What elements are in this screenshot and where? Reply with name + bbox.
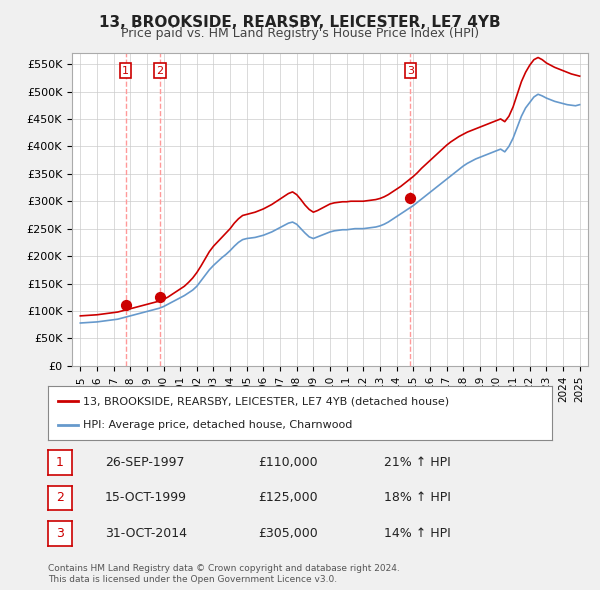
Text: 2: 2 bbox=[56, 491, 64, 504]
Text: HPI: Average price, detached house, Charnwood: HPI: Average price, detached house, Char… bbox=[83, 419, 353, 430]
Text: 31-OCT-2014: 31-OCT-2014 bbox=[105, 527, 187, 540]
Point bbox=[406, 194, 415, 203]
Text: £125,000: £125,000 bbox=[258, 491, 317, 504]
Text: Contains HM Land Registry data © Crown copyright and database right 2024.: Contains HM Land Registry data © Crown c… bbox=[48, 565, 400, 573]
Point bbox=[121, 301, 131, 310]
Text: 18% ↑ HPI: 18% ↑ HPI bbox=[384, 491, 451, 504]
Text: 13, BROOKSIDE, REARSBY, LEICESTER, LE7 4YB: 13, BROOKSIDE, REARSBY, LEICESTER, LE7 4… bbox=[99, 15, 501, 30]
Text: 21% ↑ HPI: 21% ↑ HPI bbox=[384, 456, 451, 469]
Text: This data is licensed under the Open Government Licence v3.0.: This data is licensed under the Open Gov… bbox=[48, 575, 337, 584]
Point bbox=[155, 293, 165, 302]
Text: 3: 3 bbox=[56, 527, 64, 540]
Text: 14% ↑ HPI: 14% ↑ HPI bbox=[384, 527, 451, 540]
Text: 15-OCT-1999: 15-OCT-1999 bbox=[105, 491, 187, 504]
Text: Price paid vs. HM Land Registry's House Price Index (HPI): Price paid vs. HM Land Registry's House … bbox=[121, 27, 479, 40]
Text: 1: 1 bbox=[56, 456, 64, 469]
Text: 2: 2 bbox=[157, 65, 164, 76]
Text: 1: 1 bbox=[122, 65, 129, 76]
Text: £305,000: £305,000 bbox=[258, 527, 318, 540]
Text: 26-SEP-1997: 26-SEP-1997 bbox=[105, 456, 185, 469]
Text: £110,000: £110,000 bbox=[258, 456, 317, 469]
Text: 13, BROOKSIDE, REARSBY, LEICESTER, LE7 4YB (detached house): 13, BROOKSIDE, REARSBY, LEICESTER, LE7 4… bbox=[83, 396, 449, 407]
Text: 3: 3 bbox=[407, 65, 414, 76]
